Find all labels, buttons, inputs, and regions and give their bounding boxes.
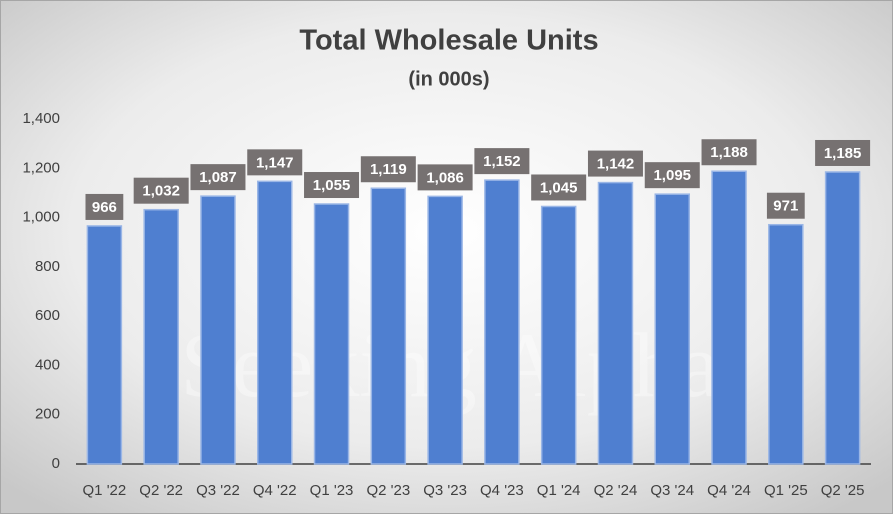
value-label-box [85, 193, 124, 220]
value-label-box [474, 148, 530, 175]
y-tick-label: 600 [35, 307, 60, 324]
bar [86, 225, 123, 465]
x-tick-label: Q3 '23 [423, 482, 467, 499]
bar [540, 205, 577, 465]
x-tick-label: Q2 '23 [366, 482, 410, 499]
value-label: 1,142 [597, 156, 635, 173]
bar [824, 171, 861, 465]
y-tick-label: 1,400 [22, 110, 60, 127]
y-tick-label: 400 [35, 356, 60, 373]
y-tick-label: 800 [35, 258, 60, 275]
bar [654, 193, 690, 465]
value-label: 1,147 [256, 154, 294, 171]
y-tick-label: 0 [52, 455, 60, 472]
value-label-box [360, 156, 416, 183]
value-label: 1,152 [483, 153, 521, 170]
value-label-box [190, 164, 246, 191]
bar [711, 170, 747, 465]
x-tick-label: Q1 '24 [537, 482, 581, 499]
bar [257, 180, 293, 465]
x-tick-label: Q4 '24 [707, 482, 751, 499]
value-label: 1,185 [824, 145, 862, 162]
x-tick-label: Q4 '22 [253, 482, 297, 499]
x-tick-label: Q2 '22 [139, 482, 183, 499]
value-label-box [247, 149, 303, 176]
x-tick-label: Q1 '23 [310, 482, 354, 499]
bar [597, 181, 634, 465]
value-label-box [644, 162, 700, 189]
chart-subtitle: (in 000s) [408, 68, 489, 90]
x-tick-label: Q2 '25 [821, 482, 865, 499]
value-label-box [417, 164, 473, 191]
chart-title: Total Wholesale Units [299, 25, 598, 57]
value-label: 1,032 [142, 183, 180, 200]
x-tick-label: Q3 '22 [196, 482, 240, 499]
value-label-box [587, 150, 643, 177]
bar [200, 195, 236, 465]
value-label: 971 [773, 198, 798, 215]
bar [427, 195, 463, 465]
bar [143, 208, 179, 465]
value-label-box [304, 172, 360, 199]
x-tick-label: Q3 '24 [650, 482, 694, 499]
value-label: 1,045 [540, 179, 578, 196]
value-label: 1,087 [199, 169, 237, 186]
value-label: 1,119 [370, 161, 407, 178]
bar [370, 187, 407, 465]
x-tick-label: Q2 '24 [594, 482, 638, 499]
value-label: 966 [92, 199, 117, 216]
value-label-box [701, 139, 757, 166]
value-label-box [133, 177, 189, 204]
x-tick-label: Q1 '22 [83, 482, 127, 499]
bar [484, 179, 520, 465]
value-label: 1,188 [710, 144, 748, 161]
y-tick-label: 200 [35, 406, 60, 423]
value-label-box [531, 174, 587, 201]
bar [313, 203, 350, 465]
y-tick-label: 1,200 [22, 159, 60, 176]
value-label-box [766, 192, 805, 219]
x-tick-label: Q4 '23 [480, 482, 524, 499]
value-label-box [815, 139, 871, 166]
value-label: 1,086 [426, 169, 464, 186]
value-label: 1,095 [653, 167, 691, 184]
bar [768, 223, 804, 465]
y-tick-label: 1,000 [22, 209, 60, 226]
value-label: 1,055 [313, 177, 351, 194]
x-tick-label: Q1 '25 [764, 482, 808, 499]
